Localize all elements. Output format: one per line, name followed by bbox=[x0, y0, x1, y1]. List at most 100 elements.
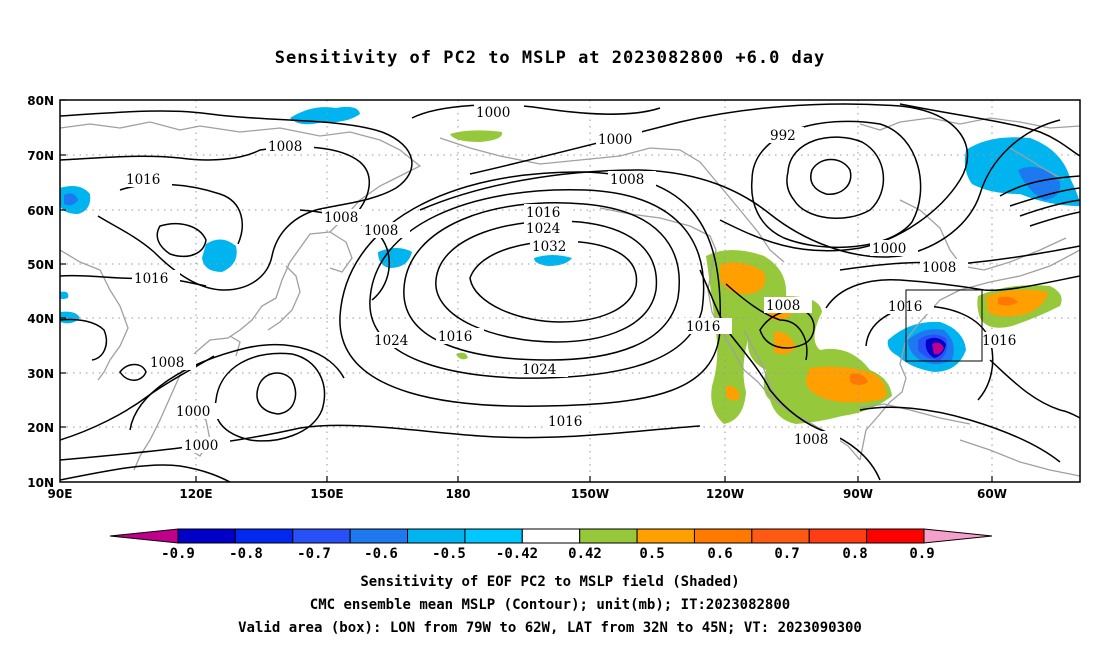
contour-label: 1016 bbox=[126, 172, 160, 188]
coastline bbox=[267, 265, 301, 331]
contour-line bbox=[369, 188, 705, 379]
contour-label: 1016 bbox=[134, 271, 168, 287]
shade-blob bbox=[60, 311, 80, 324]
contour-line bbox=[865, 305, 994, 401]
contour-line bbox=[469, 240, 638, 323]
contour-line bbox=[999, 175, 1080, 197]
contour-label: 1008 bbox=[766, 298, 800, 314]
colorbar-end-left bbox=[109, 528, 179, 544]
contour-line bbox=[60, 110, 413, 291]
contour-labels: 1000 1000 992 1008 1016 1008 1008 1016 1… bbox=[124, 104, 1028, 454]
contour-label: 1016 bbox=[548, 414, 582, 430]
gridlines bbox=[60, 100, 1080, 482]
colorbar-label: 0.42 bbox=[568, 546, 602, 562]
colorbar-end-right bbox=[923, 528, 993, 544]
lat-label: 70N bbox=[27, 149, 54, 163]
colorbar-segment bbox=[693, 528, 753, 544]
shade-blob bbox=[456, 352, 468, 360]
contour-line bbox=[411, 104, 661, 119]
coastline bbox=[60, 121, 422, 233]
contour-line bbox=[60, 318, 108, 361]
mslp-contours bbox=[60, 103, 1080, 482]
caption-line-2: CMC ensemble mean MSLP (Contour); unit(m… bbox=[309, 597, 791, 613]
contour-line bbox=[60, 464, 231, 482]
lon-label: 120E bbox=[179, 487, 212, 501]
valid-area-box bbox=[905, 289, 983, 362]
contour-label: 1000 bbox=[476, 105, 510, 121]
coastline bbox=[859, 403, 971, 425]
lon-label: 90W bbox=[843, 487, 873, 501]
contour-line bbox=[859, 406, 1061, 463]
colorbar-label: -0.7 bbox=[297, 546, 331, 562]
colorbar bbox=[109, 528, 993, 544]
colorbar-label: -0.42 bbox=[496, 546, 538, 562]
shade-blob bbox=[450, 130, 503, 142]
colorbar-segment bbox=[407, 528, 466, 544]
contour-label: 1024 bbox=[526, 221, 560, 237]
contour-label: 1016 bbox=[526, 205, 560, 221]
contour-line bbox=[129, 344, 345, 431]
lat-label: 80N bbox=[27, 94, 54, 108]
page-title: Sensitivity of PC2 to MSLP at 2023082800… bbox=[274, 48, 826, 68]
caption-line-3: Valid area (box): LON from 79W to 62W, L… bbox=[238, 620, 862, 636]
coastline bbox=[859, 117, 1080, 131]
coastline bbox=[229, 335, 241, 357]
colorbar-label: 0.6 bbox=[707, 546, 732, 562]
colorbar-label: 0.8 bbox=[842, 546, 867, 562]
contour-line bbox=[899, 103, 1080, 157]
shade-blob bbox=[290, 106, 360, 125]
contour-label: 1008 bbox=[268, 139, 302, 155]
colorbar-segment bbox=[521, 528, 581, 544]
colorbar-label: 0.7 bbox=[774, 546, 799, 562]
contour-line bbox=[60, 146, 370, 219]
shade-blob bbox=[986, 289, 1048, 317]
contour-label: 1008 bbox=[922, 260, 956, 276]
contour-label: 1000 bbox=[598, 132, 632, 148]
colorbar-segment bbox=[349, 528, 409, 544]
lat-label: 60N bbox=[27, 204, 54, 218]
lat-tick-labels: 80N 70N 60N 50N 40N 30N 20N 10N bbox=[27, 94, 54, 490]
coastline bbox=[329, 231, 353, 273]
shade-blob bbox=[60, 291, 69, 299]
contour-label: 1008 bbox=[794, 432, 828, 448]
colorbar-segment bbox=[292, 528, 351, 544]
coastline bbox=[60, 249, 129, 381]
contour-label: 1016 bbox=[438, 329, 472, 345]
contour-line bbox=[786, 136, 885, 220]
colorbar-segment bbox=[636, 528, 695, 544]
contour-line bbox=[403, 202, 680, 361]
colorbar-label: -0.8 bbox=[229, 546, 263, 562]
coastline bbox=[133, 231, 331, 471]
contour-label: 1000 bbox=[176, 404, 210, 420]
colorbar-segment bbox=[464, 528, 523, 544]
contour-line bbox=[1009, 187, 1080, 207]
colorbar-label: -0.6 bbox=[364, 546, 398, 562]
contour-label: 1008 bbox=[324, 210, 358, 226]
shade-blob bbox=[932, 342, 944, 355]
contour-label: 992 bbox=[770, 128, 796, 144]
colorbar-segment bbox=[866, 528, 925, 544]
shade-blob bbox=[998, 296, 1018, 306]
lon-label: 90E bbox=[48, 487, 73, 501]
colorbar-label: 0.9 bbox=[909, 546, 934, 562]
lon-label: 180 bbox=[445, 487, 470, 501]
contour-line bbox=[214, 352, 326, 442]
colorbar-label: -0.9 bbox=[161, 546, 195, 562]
lat-label: 40N bbox=[27, 312, 54, 326]
contour-label: 1000 bbox=[872, 241, 906, 257]
colorbar-segment bbox=[177, 528, 236, 544]
contour-label: 1016 bbox=[686, 319, 720, 335]
axis-ticks bbox=[60, 99, 993, 482]
lat-label: 10N bbox=[27, 476, 54, 490]
contour-line bbox=[750, 120, 922, 249]
contour-line bbox=[60, 424, 701, 461]
colorbar-segment bbox=[808, 528, 868, 544]
contour-label: 1008 bbox=[150, 355, 184, 371]
colorbar-segment bbox=[751, 528, 810, 544]
caption-line-1: Sensitivity of EOF PC2 to MSLP field (Sh… bbox=[360, 574, 740, 590]
lat-label: 50N bbox=[27, 258, 54, 272]
contour-line bbox=[1029, 211, 1080, 227]
contour-line bbox=[419, 119, 1061, 258]
shade-blob bbox=[534, 255, 572, 266]
